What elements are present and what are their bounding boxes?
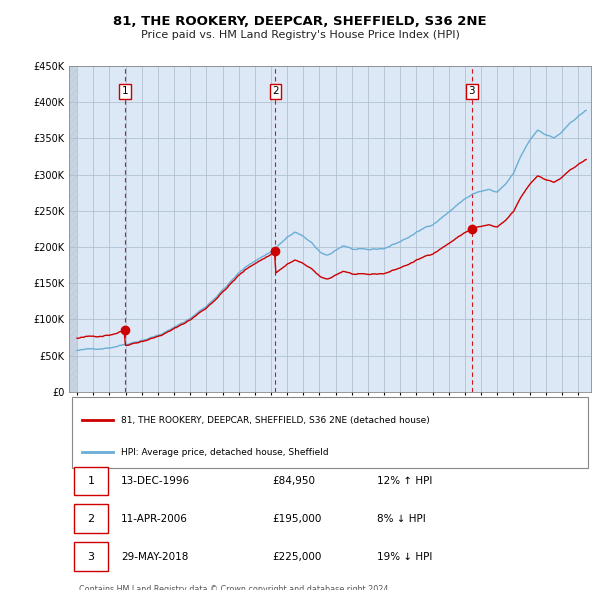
FancyBboxPatch shape — [74, 504, 108, 533]
FancyBboxPatch shape — [71, 396, 589, 468]
Text: 29-MAY-2018: 29-MAY-2018 — [121, 552, 188, 562]
Bar — [69, 66, 77, 392]
Text: Price paid vs. HM Land Registry's House Price Index (HPI): Price paid vs. HM Land Registry's House … — [140, 30, 460, 40]
Text: Contains HM Land Registry data © Crown copyright and database right 2024.: Contains HM Land Registry data © Crown c… — [79, 585, 391, 590]
Text: HPI: Average price, detached house, Sheffield: HPI: Average price, detached house, Shef… — [121, 448, 329, 457]
Text: 81, THE ROOKERY, DEEPCAR, SHEFFIELD, S36 2NE: 81, THE ROOKERY, DEEPCAR, SHEFFIELD, S36… — [113, 15, 487, 28]
FancyBboxPatch shape — [74, 542, 108, 571]
Text: £84,950: £84,950 — [272, 476, 316, 486]
Text: 2: 2 — [88, 514, 95, 524]
Text: 2: 2 — [272, 86, 279, 96]
Text: 3: 3 — [469, 86, 475, 96]
Text: 12% ↑ HPI: 12% ↑ HPI — [377, 476, 433, 486]
Text: 8% ↓ HPI: 8% ↓ HPI — [377, 514, 426, 524]
Text: 19% ↓ HPI: 19% ↓ HPI — [377, 552, 433, 562]
Text: 13-DEC-1996: 13-DEC-1996 — [121, 476, 190, 486]
FancyBboxPatch shape — [74, 467, 108, 495]
Text: 11-APR-2006: 11-APR-2006 — [121, 514, 188, 524]
Text: 3: 3 — [88, 552, 95, 562]
Text: 81, THE ROOKERY, DEEPCAR, SHEFFIELD, S36 2NE (detached house): 81, THE ROOKERY, DEEPCAR, SHEFFIELD, S36… — [121, 416, 430, 425]
Text: 1: 1 — [88, 476, 95, 486]
Text: 1: 1 — [122, 86, 128, 96]
Text: £195,000: £195,000 — [272, 514, 322, 524]
Text: £225,000: £225,000 — [272, 552, 322, 562]
